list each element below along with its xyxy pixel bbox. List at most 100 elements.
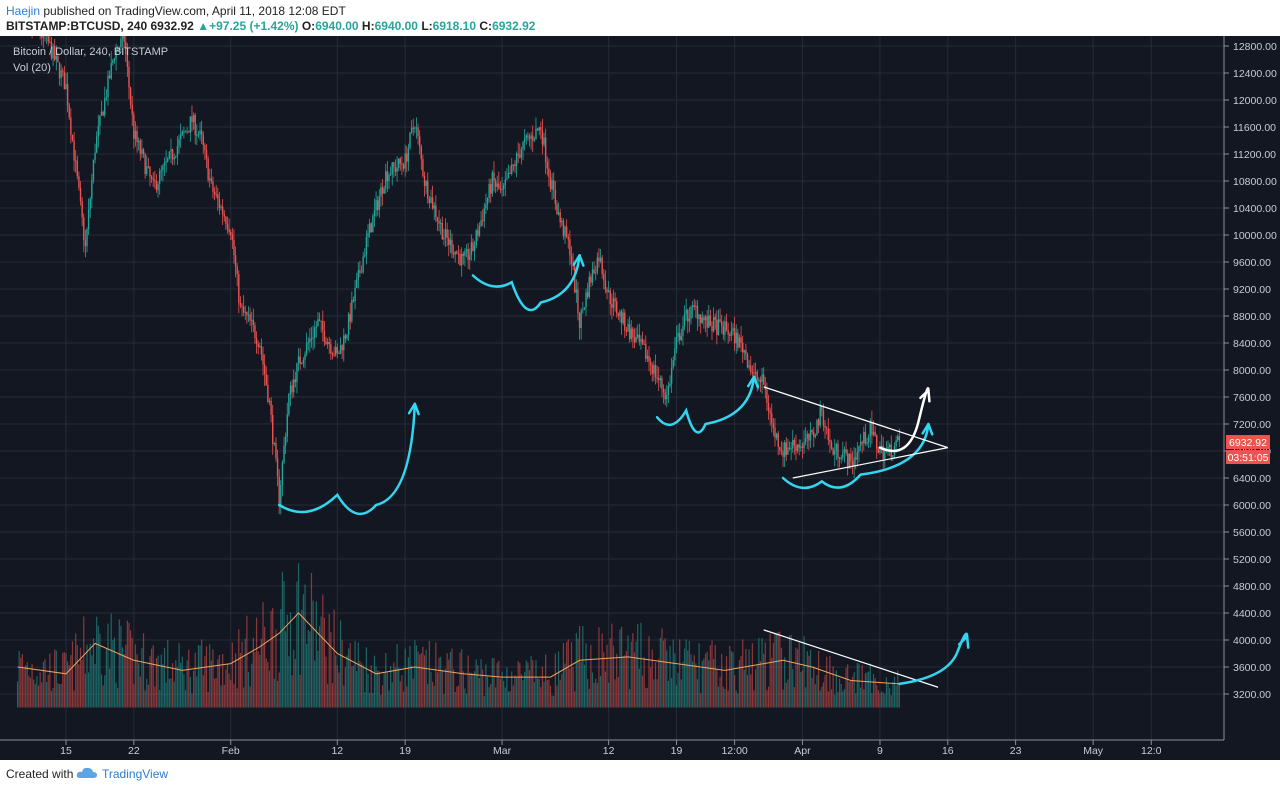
volume-bar [244, 638, 246, 708]
volume-bar [385, 652, 387, 708]
candle-body [472, 242, 474, 252]
volume-bar [181, 656, 183, 708]
volume-bar [78, 664, 80, 708]
annotation-curve [277, 402, 417, 516]
candle-body [360, 272, 363, 274]
volume-bar [16, 681, 19, 708]
candle-body [596, 257, 599, 273]
volume-bar [651, 649, 653, 708]
volume-bar [798, 642, 800, 708]
candle-body [559, 212, 561, 223]
candle-body [633, 337, 636, 343]
volume-bar [369, 692, 371, 708]
candle-body [827, 428, 829, 441]
candle-body [732, 328, 734, 331]
candle-body [171, 149, 174, 160]
candle-body [241, 305, 243, 307]
candle-body [259, 346, 261, 348]
volume-bar [898, 682, 900, 708]
candle-body [895, 440, 897, 446]
volume-bar [784, 657, 786, 708]
volume-bar [149, 655, 151, 708]
candle-body [63, 71, 66, 90]
volume-bar [105, 648, 107, 708]
candle-body [575, 289, 578, 293]
candle-body [806, 434, 808, 439]
volume-bar [662, 640, 665, 708]
volume-bar [622, 656, 624, 708]
candle-body [200, 130, 203, 135]
volume-bar [627, 635, 629, 708]
candle-body [588, 276, 590, 297]
time-axis[interactable] [0, 740, 1224, 760]
candle-body [175, 156, 177, 158]
volume-bar [152, 645, 154, 708]
volume-bar [574, 691, 576, 708]
volume-bar [204, 656, 206, 708]
candle-body [439, 222, 442, 224]
candle-body [740, 337, 742, 343]
candle-body [160, 170, 162, 172]
volume-bar [790, 634, 792, 708]
tradingview-link[interactable]: TradingView [102, 767, 169, 781]
author-link[interactable]: Haejin [6, 4, 41, 18]
volume-bar [532, 660, 534, 708]
volume-bar [259, 654, 261, 708]
volume-bar [612, 645, 615, 708]
candle-body [129, 87, 132, 105]
volume-bar [540, 687, 542, 708]
volume-bar [755, 669, 757, 708]
volume-bar [238, 629, 240, 708]
candle-body [457, 253, 460, 255]
candle-body [385, 171, 387, 189]
candle-body [231, 234, 234, 240]
candle-body [257, 344, 259, 347]
volume-bar [75, 633, 77, 708]
volume-bar [438, 657, 440, 708]
candle-body [302, 359, 305, 364]
volume-bar [805, 687, 807, 708]
volume-bar [580, 661, 582, 708]
price-tick-label: 10000.00 [1233, 230, 1277, 242]
volume-bar [252, 637, 254, 708]
price-tick-label: 3600.00 [1233, 662, 1271, 674]
candle-body [688, 318, 691, 322]
candle-body [192, 114, 195, 122]
candle-body [554, 190, 557, 205]
candle-body [247, 314, 250, 316]
time-tick-label: Apr [794, 745, 811, 757]
candle-body [864, 431, 867, 444]
volume-bar [793, 687, 795, 708]
candle-body [853, 457, 855, 468]
candle-body [606, 289, 608, 293]
volume-bar [549, 685, 552, 708]
candle-body [845, 449, 847, 454]
volume-bar [570, 642, 573, 708]
volume-bar [427, 684, 429, 708]
candle-body [817, 419, 820, 426]
candle-body [640, 339, 642, 342]
candle-body [643, 343, 645, 345]
price-chart[interactable]: 13200.0012800.0012400.0012000.0011600.00… [0, 36, 1280, 760]
candle-body [645, 344, 647, 359]
price-tick-label: 9600.00 [1233, 257, 1271, 269]
candles [31, 36, 901, 515]
candle-body [685, 309, 687, 314]
volume-bar [325, 656, 327, 708]
price-axis[interactable] [1224, 36, 1280, 740]
candle-body [670, 367, 673, 384]
candle-body [848, 453, 850, 469]
volume-bar [467, 655, 469, 708]
volume-bar [721, 653, 723, 708]
candle-body [343, 335, 345, 351]
candle-body [328, 341, 330, 345]
candle-body [71, 134, 74, 141]
volume-bar [192, 670, 195, 708]
candle-body [126, 53, 129, 67]
candle-body [276, 458, 279, 477]
volume-bar [512, 685, 514, 708]
volume-bar [863, 689, 865, 708]
volume-bar [737, 693, 739, 708]
volume-bar [217, 659, 219, 708]
time-tick-label: 12:00 [721, 745, 747, 757]
